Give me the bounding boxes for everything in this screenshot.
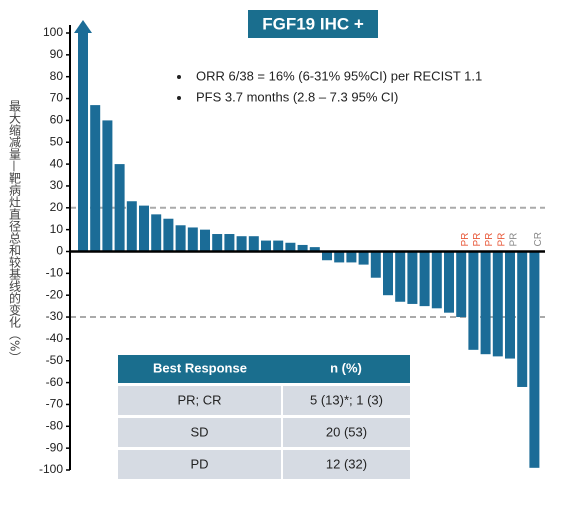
bar (285, 242, 296, 252)
bar (309, 247, 320, 252)
note: PFS 3.7 months (2.8 – 7.3 95% CI) (196, 89, 398, 104)
response-label: PR (509, 233, 520, 247)
y-tick-label: 50 (50, 134, 64, 148)
table-cell: 12 (32) (326, 456, 367, 471)
y-tick-label: -20 (46, 287, 64, 301)
bar (212, 234, 223, 252)
y-tick-label: -10 (46, 266, 64, 280)
bar (273, 240, 284, 252)
title-box (248, 10, 378, 38)
y-tick-label: 30 (50, 178, 64, 192)
bar (407, 251, 418, 304)
y-tick-label: 70 (50, 91, 64, 105)
table-cell-bg (118, 386, 281, 415)
table-header-bg (118, 355, 410, 383)
table-cell-bg (283, 450, 410, 479)
bar (163, 218, 174, 252)
response-label: PR (484, 233, 495, 247)
bullet (177, 96, 181, 100)
y-tick-label: 90 (50, 47, 64, 61)
table-cell-bg (283, 386, 410, 415)
y-tick-label: -100 (39, 462, 63, 476)
bar (334, 251, 345, 263)
bar (90, 105, 101, 252)
bar (395, 251, 406, 302)
chart-title: FGF19 IHC + (262, 14, 364, 33)
bar (114, 164, 125, 252)
bar (529, 251, 540, 468)
bar (297, 244, 308, 252)
bar (517, 251, 528, 387)
bar (200, 229, 210, 252)
bar (187, 227, 198, 252)
bar (444, 251, 454, 313)
y-tick-label: 100 (43, 25, 63, 39)
bar (151, 214, 162, 252)
y-tick-label: -30 (46, 309, 64, 323)
table-cell: SD (190, 424, 208, 439)
bar (261, 240, 271, 252)
table-cell: 20 (53) (326, 424, 367, 439)
bar (492, 251, 503, 357)
table-header: Best Response (153, 360, 247, 375)
y-tick-label: -70 (46, 397, 64, 411)
bar (419, 251, 430, 307)
bar (248, 236, 259, 252)
y-tick-label: 60 (50, 113, 64, 127)
table-cell-bg (283, 418, 410, 447)
bar (346, 251, 357, 263)
y-tick-label: 10 (50, 222, 64, 236)
note: ORR 6/38 = 16% (6-31% 95%CI) per RECIST … (196, 68, 482, 83)
table-cell: 5 (13)*; 1 (3) (310, 392, 383, 407)
y-tick-label: -90 (46, 440, 64, 454)
table-header: n (%) (330, 360, 362, 375)
response-label: PR (496, 233, 507, 247)
y-tick-label: 20 (50, 200, 64, 214)
table-cell: PD (190, 456, 208, 471)
y-tick-label: -80 (46, 418, 64, 432)
y-tick-label: 0 (56, 244, 63, 258)
table-cell-bg (118, 418, 281, 447)
bar (480, 251, 491, 355)
y-tick-label: -60 (46, 375, 64, 389)
bar (78, 33, 88, 252)
y-tick-label: 80 (50, 69, 64, 83)
bar (358, 251, 369, 265)
bullet (177, 75, 181, 79)
response-label: CR (533, 232, 544, 246)
bar (431, 251, 442, 309)
bar (102, 120, 113, 252)
bar (126, 201, 137, 252)
overflow-arrow (74, 20, 92, 33)
bar (139, 205, 149, 252)
bar (468, 251, 479, 350)
bar (370, 251, 381, 278)
bar (236, 236, 247, 252)
bar (175, 225, 186, 252)
table-cell: PR; CR (177, 392, 221, 407)
bar (505, 251, 515, 359)
table-cell-bg (118, 450, 281, 479)
y-tick-label: 40 (50, 156, 64, 170)
bar (456, 251, 467, 318)
bar (322, 251, 332, 261)
bar (383, 251, 393, 296)
y-axis-label: 最大缩减量—靶病灶直径总和较基线的变化（%） (8, 100, 22, 364)
y-tick-label: -40 (46, 331, 64, 345)
bar (224, 234, 235, 252)
y-tick-label: -50 (46, 353, 64, 367)
response-label: PR (460, 233, 471, 247)
response-label: PR (472, 233, 483, 247)
